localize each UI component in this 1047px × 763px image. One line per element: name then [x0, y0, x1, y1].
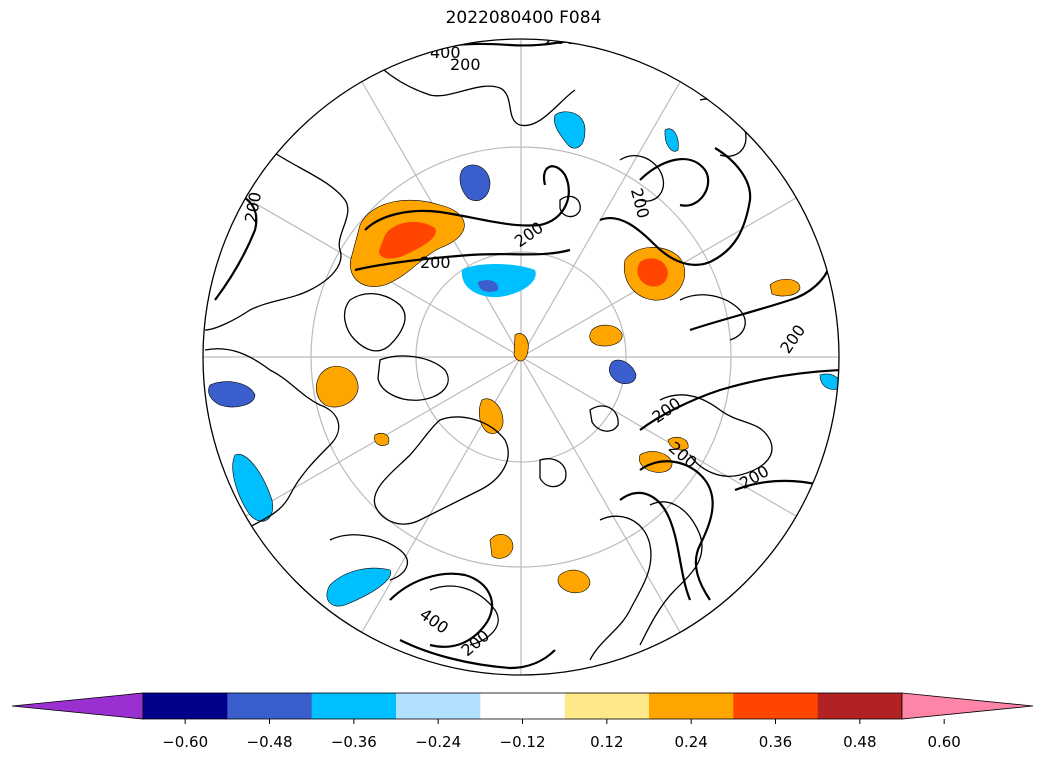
contour-label: 200	[457, 626, 493, 660]
shade-positive-small-2	[374, 432, 390, 446]
shade-positive-siberia-core	[637, 258, 668, 287]
shade-negative-east-siberia	[609, 359, 637, 384]
shade-positive-scandinavia	[557, 569, 591, 594]
colorbar-tick-label: −0.60	[162, 733, 209, 751]
colorbar-cell	[564, 693, 650, 719]
shade-positive-north-america-core	[379, 221, 436, 259]
polar-map: 200 200 200 200 200 200 200 200 200 200 …	[202, 29, 840, 676]
colorbar-tick-label: −0.48	[246, 733, 293, 751]
map-boundary	[202, 38, 840, 676]
colorbar-cell	[227, 693, 313, 719]
shade-negative-ocean	[478, 280, 499, 292]
colorbar	[11, 692, 1034, 724]
shade-negative-canada	[459, 164, 491, 202]
contour-label: 200	[241, 191, 265, 224]
shade-positive-greenland	[479, 398, 504, 434]
shade-positive-small-3	[667, 436, 689, 451]
shade-negative-west	[208, 381, 256, 408]
colorbar-extend-max	[901, 692, 1034, 720]
colorbar-cell	[649, 693, 734, 719]
contour-label: 200	[450, 55, 481, 74]
shade-positive-atlantic	[489, 534, 514, 559]
shade-negative-east-edge	[819, 373, 839, 390]
colorbar-tick-label: 0.36	[758, 733, 793, 751]
shade-negative-small	[664, 128, 679, 152]
colorbar-tick-label: 0.48	[843, 733, 877, 751]
colorbar-tick-label: 0.12	[590, 733, 624, 751]
contour-label: 200	[511, 218, 547, 251]
contour-label: 200	[648, 394, 684, 427]
shade-negative-pacific	[232, 453, 273, 522]
coastlines	[204, 44, 773, 661]
colorbar-cell	[311, 693, 397, 719]
colorbar-extend-min	[11, 692, 144, 720]
colorbar-tick-label: −0.36	[330, 733, 377, 751]
contour-label: 200	[420, 253, 451, 272]
shade-positive-small-1	[769, 279, 801, 297]
shade-negative-alaska	[554, 111, 586, 149]
contour-label: 200	[545, 29, 576, 48]
colorbar-tick-label: 0.60	[927, 733, 961, 751]
contour-label: 400	[416, 605, 452, 638]
colorbar-tick-label: −0.24	[415, 733, 462, 751]
geopotential-contours	[214, 39, 839, 670]
colorbar-cell	[817, 693, 903, 719]
colorbar-tick-label: 0.24	[674, 733, 708, 751]
shade-positive-hudson	[316, 366, 359, 408]
colorbar-cell	[480, 693, 566, 719]
shade-positive-laptev	[589, 324, 623, 347]
colorbar-tick-label: −0.12	[499, 733, 546, 751]
contour-label: 200	[776, 321, 809, 357]
shade-negative-lower	[326, 567, 391, 607]
colorbar-cell	[733, 693, 819, 719]
colorbar-cell	[143, 693, 228, 719]
shade-positive-pole	[513, 333, 529, 362]
chart-title: 2022080400 F084	[445, 8, 602, 28]
shade-negative-canada-rim	[461, 264, 536, 298]
colorbar-cell	[396, 693, 481, 719]
anomaly-shading	[208, 111, 839, 607]
